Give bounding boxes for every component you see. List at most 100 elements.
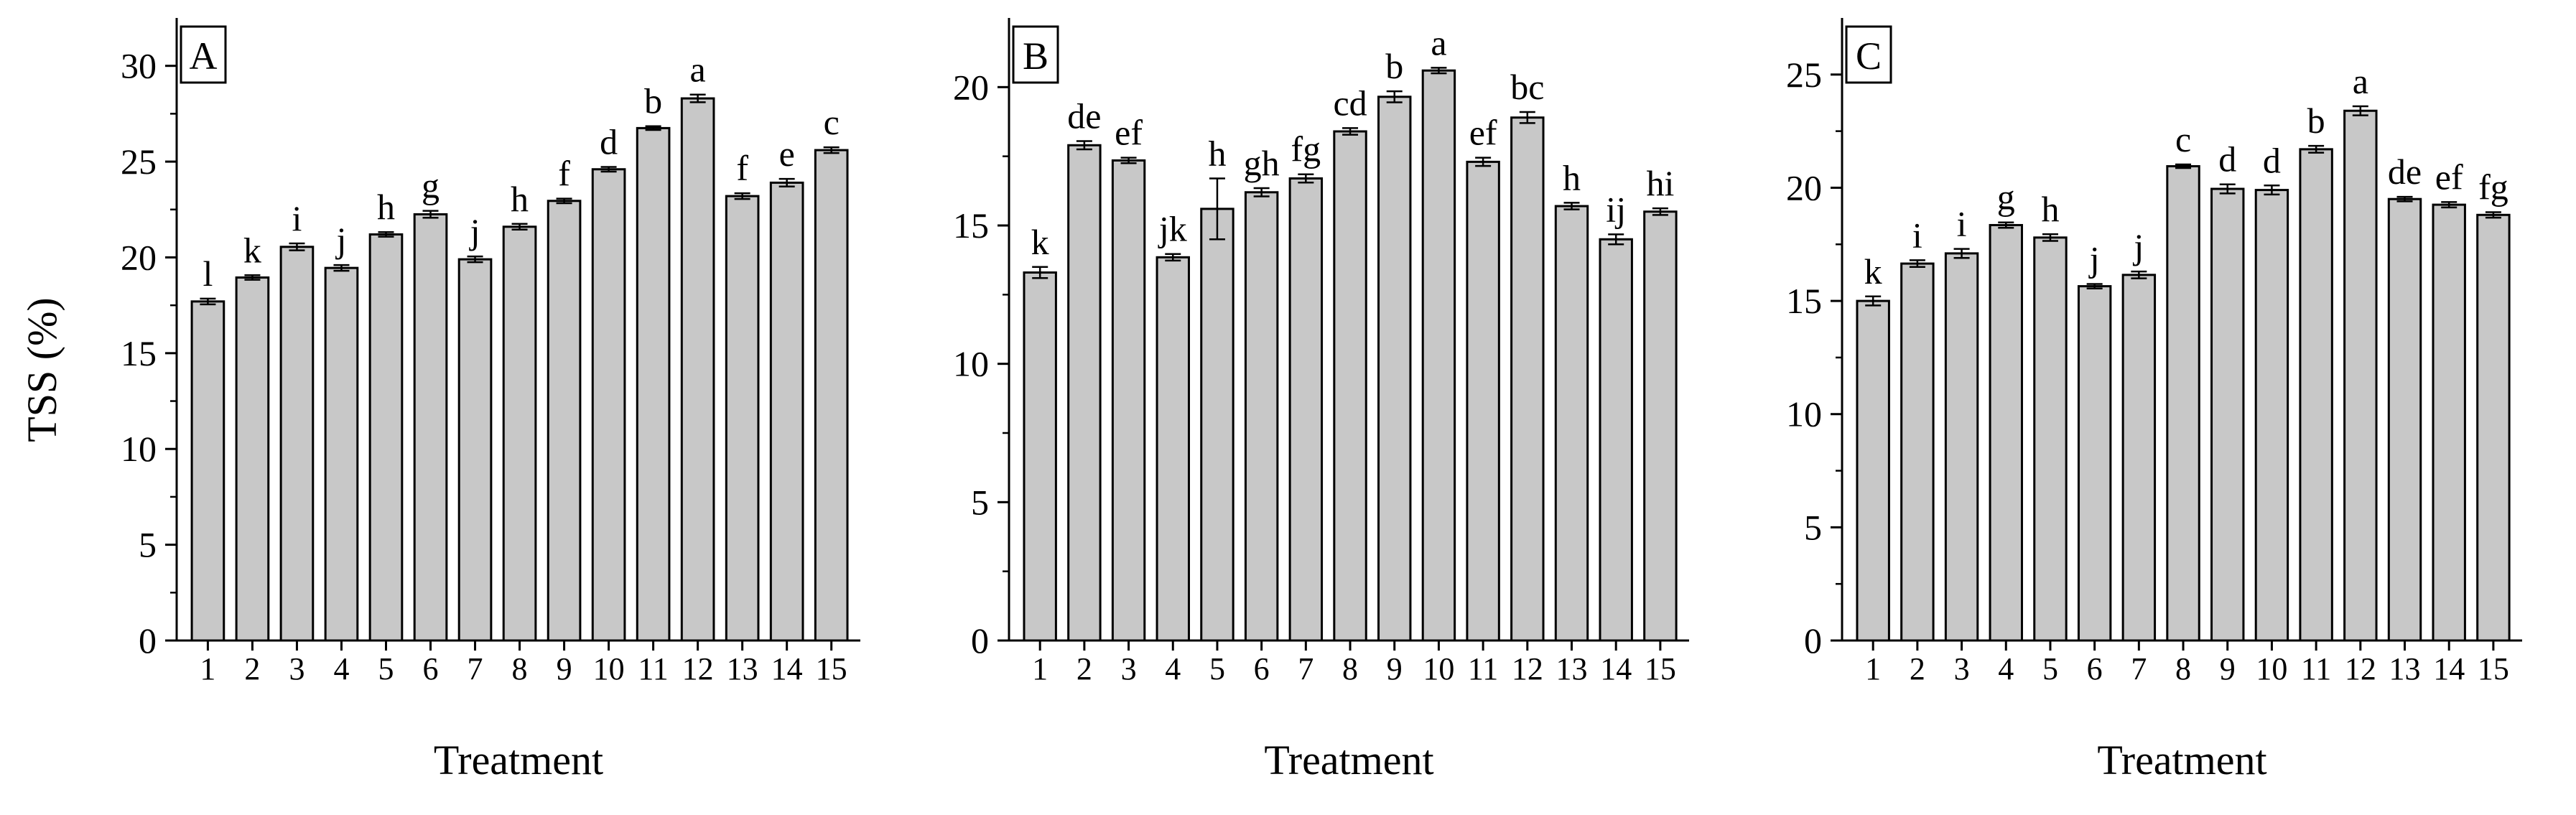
significance-letter: g — [422, 166, 440, 206]
x-axis-title: Treatment — [2097, 737, 2266, 783]
chart-panels: l1k2i3j4h5g6j7h8f9d10b11a12f13e14c150510… — [121, 18, 2522, 783]
bar — [1466, 160, 1500, 642]
x-tick-label: 5 — [2042, 651, 2058, 686]
error-bar — [333, 264, 350, 272]
x-tick-label: 6 — [2087, 651, 2103, 686]
significance-letter: ef — [1469, 113, 1497, 153]
panel-label-box — [180, 25, 227, 84]
significance-letter: i — [292, 198, 302, 238]
y-tick-label: 15 — [1786, 281, 1822, 321]
panel-label: B — [1023, 34, 1048, 78]
bar — [1421, 69, 1456, 642]
significance-letter: l — [203, 253, 213, 294]
x-tick-label: 1 — [1865, 651, 1881, 686]
significance-letter: b — [1385, 46, 1403, 86]
error-bar — [2264, 185, 2280, 196]
y-tick-label: 15 — [953, 205, 989, 246]
bar — [279, 246, 315, 642]
y-tick-label: 0 — [971, 620, 989, 661]
x-tick-label: 1 — [200, 651, 215, 686]
error-bar — [1608, 233, 1624, 246]
significance-letter: gh — [1244, 143, 1280, 183]
significance-letter: f — [558, 154, 570, 194]
bar — [636, 126, 671, 642]
significance-letter: g — [1997, 177, 2015, 218]
significance-letter: h — [1563, 157, 1581, 197]
significance-letter: ef — [1115, 113, 1143, 153]
significance-letter: j — [469, 211, 480, 251]
y-tick-label: 10 — [121, 429, 157, 469]
significance-letter: d — [2263, 140, 2281, 180]
significance-letter: ef — [2435, 157, 2463, 197]
error-bar — [778, 177, 795, 188]
significance-letter: b — [644, 81, 662, 121]
bar — [190, 300, 225, 642]
error-bar — [1076, 140, 1092, 151]
significance-letter: k — [1864, 251, 1882, 292]
significance-letter: b — [2307, 101, 2325, 141]
bar — [680, 97, 715, 642]
panel-label-box — [1012, 25, 1059, 84]
error-bar — [1953, 248, 1970, 259]
error-bar — [1386, 90, 1403, 103]
x-tick-label: 7 — [1298, 651, 1313, 686]
bar — [1288, 177, 1324, 642]
bar — [502, 225, 537, 642]
bar — [1554, 205, 1589, 642]
significance-letter: c — [824, 102, 840, 142]
panel-label: C — [1856, 34, 1882, 78]
x-tick-label: 3 — [1121, 651, 1137, 686]
bar — [1377, 96, 1412, 642]
x-tick-label: 6 — [1254, 651, 1270, 686]
significance-letter: a — [690, 50, 706, 90]
error-bar — [2086, 283, 2103, 290]
y-tick-label: 25 — [121, 141, 157, 182]
significance-letter: f — [736, 148, 748, 188]
error-bar — [1563, 202, 1580, 210]
bar — [1643, 210, 1678, 642]
error-bar — [511, 223, 528, 231]
y-tick-label: 5 — [1804, 507, 1822, 547]
x-tick-label: 15 — [816, 651, 847, 686]
error-bar — [734, 192, 750, 200]
bar — [2299, 148, 2333, 642]
y-tick-label: 10 — [1786, 394, 1822, 434]
x-tick-label: 8 — [2175, 651, 2191, 686]
significance-letter: h — [377, 187, 395, 227]
error-bar — [1998, 221, 2014, 229]
bar — [2387, 197, 2422, 642]
x-tick-label: 10 — [593, 651, 625, 686]
y-tick-label: 0 — [1804, 620, 1822, 661]
error-bar — [467, 255, 483, 264]
bar — [1067, 144, 1102, 642]
x-axis-title: Treatment — [1264, 737, 1433, 783]
y-tick-label: 15 — [121, 333, 157, 373]
bar — [2033, 236, 2068, 642]
x-tick-label: 12 — [682, 651, 714, 686]
bar — [2254, 189, 2289, 642]
x-tick-label: 7 — [468, 651, 483, 686]
bar — [1111, 159, 1146, 642]
x-tick-label: 9 — [2220, 651, 2236, 686]
x-tick-label: 14 — [1600, 651, 1632, 686]
x-tick-label: 7 — [2131, 651, 2147, 686]
significance-letter: i — [1912, 215, 1922, 255]
x-tick-label: 13 — [1556, 651, 1588, 686]
error-bar — [2175, 163, 2192, 169]
significance-letter: k — [1031, 222, 1049, 262]
bar — [1944, 252, 1979, 642]
y-tick-label: 5 — [139, 525, 157, 565]
error-bar — [1865, 295, 1882, 307]
x-tick-label: 15 — [1645, 651, 1676, 686]
x-tick-label: 2 — [1910, 651, 1925, 686]
significance-letter: h — [511, 179, 529, 219]
significance-letter: de — [2388, 152, 2422, 192]
x-tick-label: 14 — [2433, 651, 2465, 686]
significance-letter: h — [2041, 189, 2059, 229]
x-tick-label: 6 — [423, 651, 439, 686]
bar — [1200, 208, 1234, 642]
error-bar — [200, 297, 216, 306]
error-bar — [823, 146, 840, 154]
bar — [1333, 130, 1367, 642]
significance-letter: fg — [1291, 129, 1321, 169]
